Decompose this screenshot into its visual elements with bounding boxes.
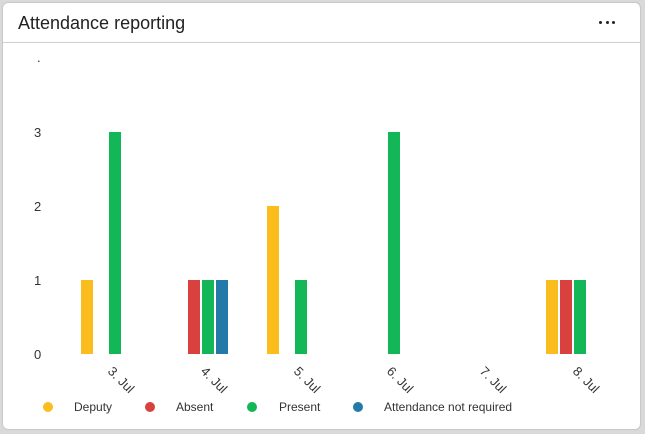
bar-present[interactable] [202, 280, 214, 354]
legend-label[interactable]: Absent [176, 400, 214, 414]
ellipsis-icon[interactable] [599, 15, 615, 29]
legend-marker[interactable] [353, 402, 363, 412]
bar-attendance-not-required[interactable] [216, 280, 228, 354]
x-tick-label: 5. Jul [291, 364, 324, 397]
bar-absent[interactable] [188, 280, 200, 354]
x-tick-label: 7. Jul [477, 364, 510, 397]
bar-present[interactable] [295, 280, 307, 354]
bar-deputy[interactable] [546, 280, 558, 354]
legend-marker[interactable] [247, 402, 257, 412]
bar-present[interactable] [574, 280, 586, 354]
bar-deputy[interactable] [81, 280, 93, 354]
legend-label[interactable]: Deputy [74, 400, 112, 414]
y-tick-label: 3 [34, 125, 41, 140]
legend-label[interactable]: Present [279, 400, 321, 414]
bar-absent[interactable] [560, 280, 572, 354]
legend-marker[interactable] [43, 402, 53, 412]
bar-present[interactable] [388, 132, 400, 354]
x-tick-label: 3. Jul [105, 364, 138, 397]
bar-deputy[interactable] [267, 206, 279, 354]
legend-label[interactable]: Attendance not required [384, 400, 512, 414]
x-tick-label: 6. Jul [384, 364, 417, 397]
y-tick-label: 1 [34, 273, 41, 288]
chart-card: Attendance reporting [2, 2, 641, 430]
bar-present[interactable] [109, 132, 121, 354]
card-title: Attendance reporting [18, 13, 186, 33]
x-tick-label: 8. Jul [570, 364, 603, 397]
card-header: Attendance reporting [3, 3, 640, 43]
y-tick-label: 2 [34, 199, 41, 214]
y-tick-label: 0 [34, 347, 41, 362]
y-axis-dot: . [37, 50, 41, 65]
x-tick-label: 4. Jul [198, 364, 231, 397]
legend-marker[interactable] [145, 402, 155, 412]
